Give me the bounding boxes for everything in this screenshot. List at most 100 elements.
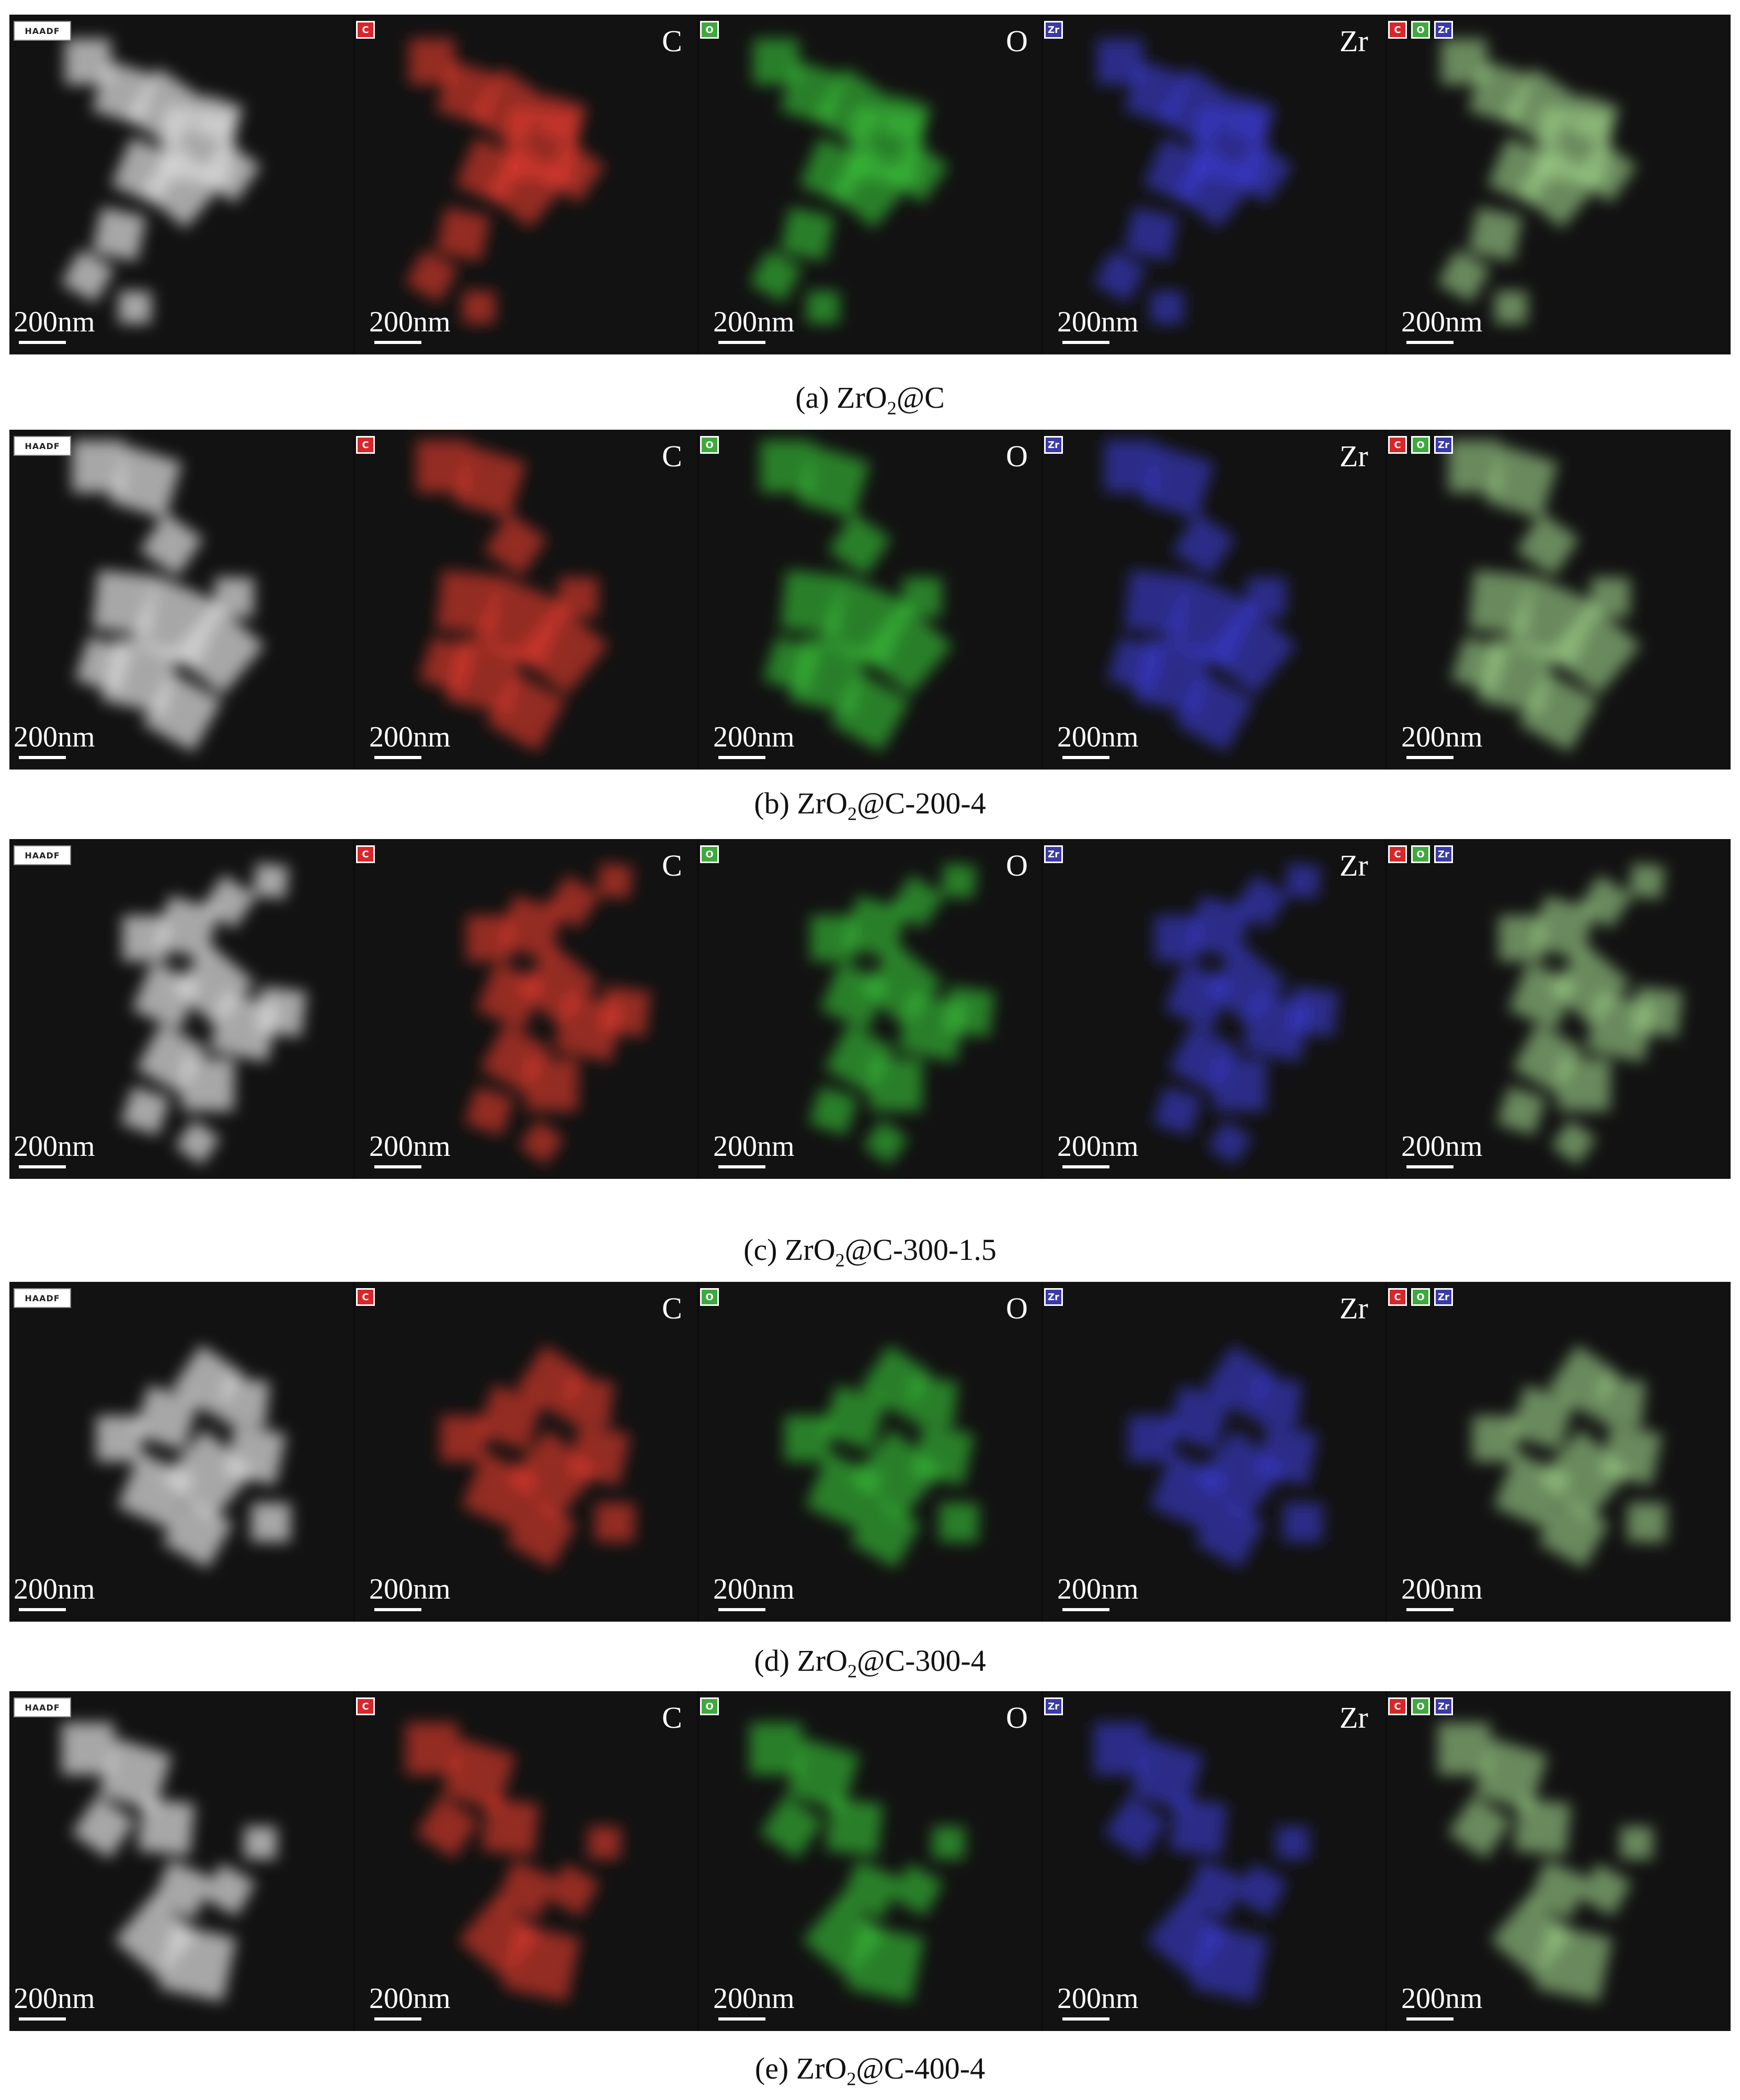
chip-c: C xyxy=(356,845,375,863)
scale-bar-label: 200nm xyxy=(713,721,795,753)
panel-divider xyxy=(353,430,354,770)
panel-divider xyxy=(1041,430,1043,770)
panel-divider xyxy=(1386,430,1387,770)
element-label-o: O xyxy=(1006,24,1028,58)
caption-prefix: (c) ZrO xyxy=(743,1233,835,1267)
element-label-o: O xyxy=(1006,1701,1028,1735)
scale-bar-label: 200nm xyxy=(14,306,95,338)
zirconium-map-panel xyxy=(1128,1345,1323,1568)
panel-caption-b: (b) ZrO2@C-200-4 xyxy=(0,788,1740,823)
oxygen-map-panel xyxy=(784,1345,979,1568)
scale-bar xyxy=(19,341,66,344)
chip-c: C xyxy=(1388,436,1407,454)
scale-bar-label: 200nm xyxy=(14,1130,95,1163)
chip-zr: Zr xyxy=(1044,845,1063,863)
scale-bar xyxy=(1406,1608,1453,1611)
overlay-map-panel xyxy=(1438,1723,1653,2002)
panel-divider xyxy=(697,839,699,1179)
chip-o: O xyxy=(1411,1697,1430,1715)
scale-bar xyxy=(19,756,66,759)
scale-bar xyxy=(374,1608,421,1611)
scale-bar xyxy=(1062,1165,1109,1168)
panel-divider xyxy=(353,1691,354,2031)
element-label-c: C xyxy=(662,848,682,882)
chip-zr: Zr xyxy=(1434,21,1453,39)
scale-bar xyxy=(1062,1608,1109,1611)
scale-bar xyxy=(718,2017,765,2021)
scale-bar-label: 200nm xyxy=(713,306,795,338)
scale-bar-label: 200nm xyxy=(369,306,451,338)
panel-divider xyxy=(1386,1691,1387,2031)
panel-caption-e: (e) ZrO2@C-400-4 xyxy=(0,2053,1740,2088)
element-maps-image xyxy=(72,440,1641,752)
scale-bar-label: 200nm xyxy=(369,1130,451,1163)
scale-bar-label: 200nm xyxy=(1057,1573,1139,1605)
micrograph-strip-d: HAADF C O Zr C O Zr C O Zr 200nm 200nm 200nm 200nm 200… xyxy=(9,1282,1731,1622)
scale-bar-label: 200nm xyxy=(1057,306,1139,338)
panel-divider xyxy=(697,15,699,354)
carbon-map-panel xyxy=(464,863,651,1165)
zirconium-map-panel xyxy=(1152,863,1339,1165)
caption-subscript: 2 xyxy=(846,2068,856,2090)
chip-zr: Zr xyxy=(1434,845,1453,863)
chip-c: C xyxy=(356,1288,375,1306)
element-label-o: O xyxy=(1006,1291,1028,1325)
scale-bar xyxy=(1062,756,1109,759)
micrograph-strip-a: HAADF C O Zr C O Zr C O Zr 200nm 200nm 200nm 200nm 200… xyxy=(9,15,1731,354)
panel-divider xyxy=(697,1282,699,1622)
scale-bar-label: 200nm xyxy=(713,1130,795,1163)
scale-bar xyxy=(1406,2017,1453,2021)
haadf-chip: HAADF xyxy=(14,21,71,41)
chip-zr: Zr xyxy=(1434,1288,1453,1306)
chip-o: O xyxy=(1411,845,1430,863)
scale-bar-label: 200nm xyxy=(14,1573,95,1605)
chip-zr: Zr xyxy=(1044,1288,1063,1306)
caption-subscript: 2 xyxy=(835,1249,845,1271)
caption-prefix: (b) ZrO xyxy=(754,786,848,820)
chip-c: C xyxy=(356,21,375,39)
scale-bar-label: 200nm xyxy=(14,1982,95,2015)
scale-bar xyxy=(718,1165,765,1168)
chip-c: C xyxy=(1388,1288,1407,1306)
oxygen-map-panel xyxy=(749,39,949,324)
element-label-zr: Zr xyxy=(1340,1291,1368,1325)
chip-zr: Zr xyxy=(1044,21,1063,39)
panel-caption-a: (a) ZrO2@C xyxy=(0,383,1740,418)
oxygen-map-panel xyxy=(808,863,995,1165)
haadf-chip: HAADF xyxy=(14,1697,71,1717)
micrograph-strip-c: HAADF C O Zr C O Zr C O Zr 200nm 200nm 200nm 200nm 200… xyxy=(9,839,1731,1179)
panel-divider xyxy=(697,1691,699,2031)
scale-bar-label: 200nm xyxy=(14,721,95,753)
element-maps-image xyxy=(120,863,1683,1165)
chip-zr: Zr xyxy=(1434,1697,1453,1715)
scale-bar xyxy=(374,341,421,344)
scale-bar xyxy=(19,1608,66,1611)
chip-c: C xyxy=(1388,21,1407,39)
scale-bar-label: 200nm xyxy=(1057,721,1139,753)
caption-suffix: @C-400-4 xyxy=(856,2051,986,2085)
chip-o: O xyxy=(1411,21,1430,39)
scale-bar-label: 200nm xyxy=(1057,1982,1139,2015)
panel-caption-c: (c) ZrO2@C-300-1.5 xyxy=(0,1235,1740,1270)
zirconium-map-panel xyxy=(1093,39,1293,324)
scale-bar xyxy=(374,1165,421,1168)
panel-divider xyxy=(1386,1282,1387,1622)
chip-zr: Zr xyxy=(1044,436,1063,454)
panel-divider xyxy=(353,839,354,1179)
caption-subscript: 2 xyxy=(848,1660,857,1682)
chip-c: C xyxy=(356,1697,375,1715)
element-label-c: C xyxy=(662,1291,682,1325)
panel-divider xyxy=(353,15,354,354)
scale-bar-label: 200nm xyxy=(1057,1130,1139,1163)
scale-bar xyxy=(718,756,765,759)
element-maps-image xyxy=(96,1345,1667,1568)
oxygen-map-panel xyxy=(760,440,953,752)
element-label-c: C xyxy=(662,1701,682,1735)
scale-bar xyxy=(374,756,421,759)
panel-divider xyxy=(1041,839,1043,1179)
caption-suffix: @C-200-4 xyxy=(857,786,986,820)
chip-o: O xyxy=(700,1288,719,1306)
panel-divider xyxy=(1041,1691,1043,2031)
chip-o: O xyxy=(700,845,719,863)
